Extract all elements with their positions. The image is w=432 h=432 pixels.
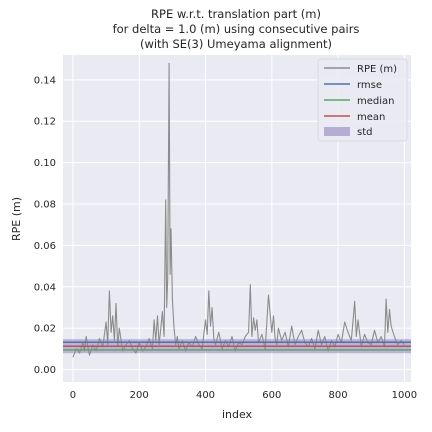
- y-tick-label: 0.14: [34, 75, 56, 86]
- chart-title-line-3: (with SE(3) Umeyama alignment): [140, 37, 332, 51]
- legend-label-median: median: [357, 96, 395, 107]
- stat-lines: [63, 341, 411, 351]
- chart-title-line-1: RPE w.r.t. translation part (m): [151, 7, 321, 21]
- legend-label-rmse: rmse: [357, 80, 382, 91]
- y-tick-label: 0.08: [34, 200, 56, 211]
- grid-lines: [63, 55, 411, 382]
- legend: RPE (m) rmse median mean std: [317, 58, 408, 142]
- x-tick-label: 200: [130, 390, 149, 401]
- x-axis-label: index: [222, 408, 253, 421]
- y-tick-label: 0.12: [34, 117, 56, 128]
- y-tick-label: 0.06: [34, 241, 56, 252]
- x-tick-label: 800: [329, 390, 348, 401]
- legend-box: [317, 58, 408, 142]
- x-tick-label: 0: [70, 390, 76, 401]
- y-tick-label: 0.10: [34, 158, 56, 169]
- chart-title-line-2: for delta = 1.0 (m) using consecutive pa…: [113, 22, 360, 36]
- y-tick-label: 0.00: [34, 365, 56, 376]
- legend-label-std: std: [357, 127, 372, 138]
- x-tick-labels: 0 200 400 600 800 1000: [70, 390, 417, 401]
- x-tick-label: 1000: [392, 390, 417, 401]
- y-tick-label: 0.04: [34, 282, 56, 293]
- y-tick-labels: 0.00 0.02 0.04 0.06 0.08 0.10 0.12 0.14: [34, 75, 56, 376]
- legend-label-rpe: RPE (m): [357, 64, 397, 75]
- y-tick-label: 0.02: [34, 324, 56, 335]
- y-axis-label: RPE (m): [10, 197, 23, 241]
- x-tick-label: 600: [262, 390, 281, 401]
- x-tick-label: 400: [196, 390, 215, 401]
- legend-label-mean: mean: [357, 112, 385, 123]
- legend-swatch-std: [324, 127, 350, 136]
